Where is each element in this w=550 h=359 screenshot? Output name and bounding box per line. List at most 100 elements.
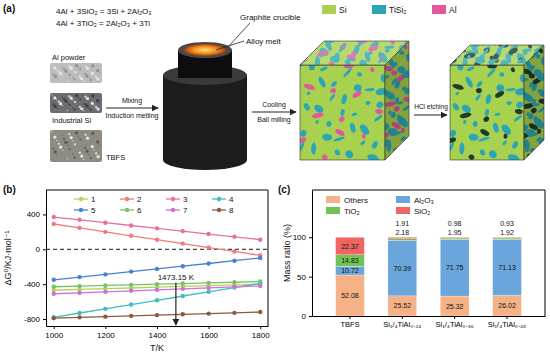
- legend-label: TiSi₂: [389, 5, 407, 15]
- grain: [64, 69, 67, 72]
- phase-grain: [485, 94, 492, 105]
- legend-marker: [171, 208, 175, 212]
- grain: [58, 101, 60, 103]
- series-marker: [129, 314, 133, 318]
- series-marker: [129, 283, 133, 287]
- panel-c: (c)52.0810.7214.8322.3725.5270.392.181.9…: [278, 184, 546, 329]
- grain: [96, 155, 99, 158]
- phase-grain: [356, 72, 362, 77]
- grain: [56, 99, 57, 100]
- grain: [70, 67, 73, 70]
- tick-label: 1600: [200, 331, 218, 340]
- series-marker: [129, 302, 133, 306]
- panel-a: (a)4Al + 3SiO₂ = 3Si + 2Al₂O₃4Al + 3TiO₂…: [3, 3, 550, 170]
- bar-segment: [388, 239, 417, 241]
- series-marker: [206, 281, 210, 285]
- y-tick: 400: [27, 210, 46, 219]
- series-marker: [77, 315, 81, 319]
- process-arrow: [414, 114, 447, 115]
- legend-label: 8: [229, 206, 234, 215]
- series-marker: [232, 285, 236, 289]
- phase-grain: [362, 134, 366, 139]
- series-marker: [52, 316, 56, 320]
- phase-grain: [479, 149, 486, 156]
- phase-grain: [534, 152, 548, 163]
- data-label: 2.18: [396, 229, 410, 236]
- grain: [68, 133, 70, 135]
- series-marker: [77, 218, 81, 222]
- legend-label: 6: [137, 206, 142, 215]
- series-line: [54, 224, 261, 255]
- y-tick: 0: [36, 245, 46, 254]
- series-marker: [258, 237, 262, 241]
- tick-label: -400: [24, 280, 41, 289]
- equation: 4Al + 3TiO₂ = 2Al₂O₃ + 3Ti: [56, 19, 150, 28]
- grain: [52, 103, 54, 105]
- grain: [79, 138, 81, 140]
- grain: [59, 146, 62, 149]
- grain: [99, 102, 100, 103]
- grain: [73, 78, 75, 80]
- tick-label: 1800: [252, 331, 270, 340]
- grain: [67, 145, 68, 146]
- series-line: [54, 217, 261, 240]
- phase-grain: [349, 122, 357, 133]
- legend-label: Si: [339, 5, 347, 15]
- phase-grain: [326, 121, 332, 128]
- pore: [514, 108, 523, 114]
- phase-grain: [341, 94, 348, 105]
- grain: [62, 75, 63, 76]
- phase-grain: [478, 136, 490, 143]
- phase-grain: [472, 121, 478, 128]
- series-marker: [52, 215, 56, 219]
- face-edge: [450, 65, 524, 160]
- tick-mark: [309, 316, 312, 317]
- x-tick: 1400: [149, 326, 167, 340]
- phase-grain: [306, 91, 311, 96]
- legend-label: Al: [449, 5, 457, 15]
- plot-area: [336, 237, 522, 316]
- series-marker: [77, 275, 81, 279]
- phase-grain: [459, 143, 464, 155]
- legend-swatch: [432, 5, 446, 14]
- y-tick: 0: [302, 312, 312, 321]
- phase-grain: [464, 76, 474, 89]
- grain: [78, 97, 79, 98]
- series-marker: [206, 286, 210, 290]
- phase-grain: [387, 43, 396, 49]
- grain: [96, 99, 99, 102]
- grain: [91, 102, 94, 105]
- melt-label: Alloy melt: [246, 37, 281, 46]
- phase-grain: [506, 101, 512, 106]
- data-label: 0.93: [500, 220, 514, 227]
- grain: [96, 69, 99, 72]
- phase-grain: [496, 83, 506, 92]
- phase-grain: [365, 88, 375, 92]
- grain: [74, 71, 76, 73]
- photo: [50, 130, 102, 162]
- grain: [57, 155, 58, 156]
- bar-segment: [440, 237, 469, 239]
- phase-grain: [321, 154, 328, 161]
- grain: [91, 72, 94, 75]
- bar-segment: [440, 296, 469, 316]
- crucible-label: Graphite crucible: [240, 13, 301, 22]
- legend-label: Al₂O₃: [414, 196, 434, 205]
- grain: [67, 72, 68, 73]
- x-tick: 1000: [45, 326, 63, 340]
- face-shade: [524, 45, 544, 160]
- phase-grain: [460, 42, 466, 49]
- annotation-arrow: [175, 283, 176, 325]
- phase-grain: [525, 47, 534, 53]
- housing: [163, 75, 247, 160]
- grain: [69, 148, 71, 150]
- material-photo: [50, 130, 102, 162]
- phase-grain: [298, 142, 305, 152]
- series-marker: [206, 311, 210, 315]
- tick-label: -800: [24, 315, 41, 324]
- axis-title: ΔG⁰/KJ·mol⁻¹: [3, 231, 13, 286]
- legend-label: 4: [229, 195, 234, 204]
- grain: [61, 135, 62, 136]
- material-label: Industrial Si: [52, 116, 92, 125]
- phase-grain: [311, 143, 316, 155]
